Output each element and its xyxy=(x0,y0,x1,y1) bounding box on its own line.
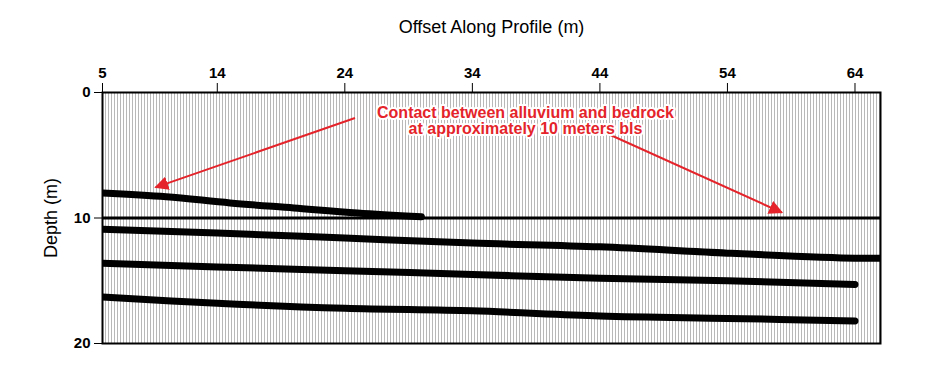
svg-text:34: 34 xyxy=(464,64,481,81)
svg-text:20: 20 xyxy=(74,334,91,351)
svg-text:44: 44 xyxy=(592,64,609,81)
svg-text:10: 10 xyxy=(74,209,91,226)
svg-text:5: 5 xyxy=(98,64,106,81)
svg-text:14: 14 xyxy=(209,64,226,81)
svg-text:24: 24 xyxy=(336,64,353,81)
svg-text:Contact between alluvium and b: Contact between alluvium and bedrockat a… xyxy=(377,104,674,137)
svg-text:Offset Along Profile (m): Offset Along Profile (m) xyxy=(399,17,585,37)
svg-text:Depth (m): Depth (m) xyxy=(41,178,61,258)
svg-text:64: 64 xyxy=(847,64,864,81)
svg-text:54: 54 xyxy=(719,64,736,81)
svg-text:0: 0 xyxy=(82,83,90,100)
